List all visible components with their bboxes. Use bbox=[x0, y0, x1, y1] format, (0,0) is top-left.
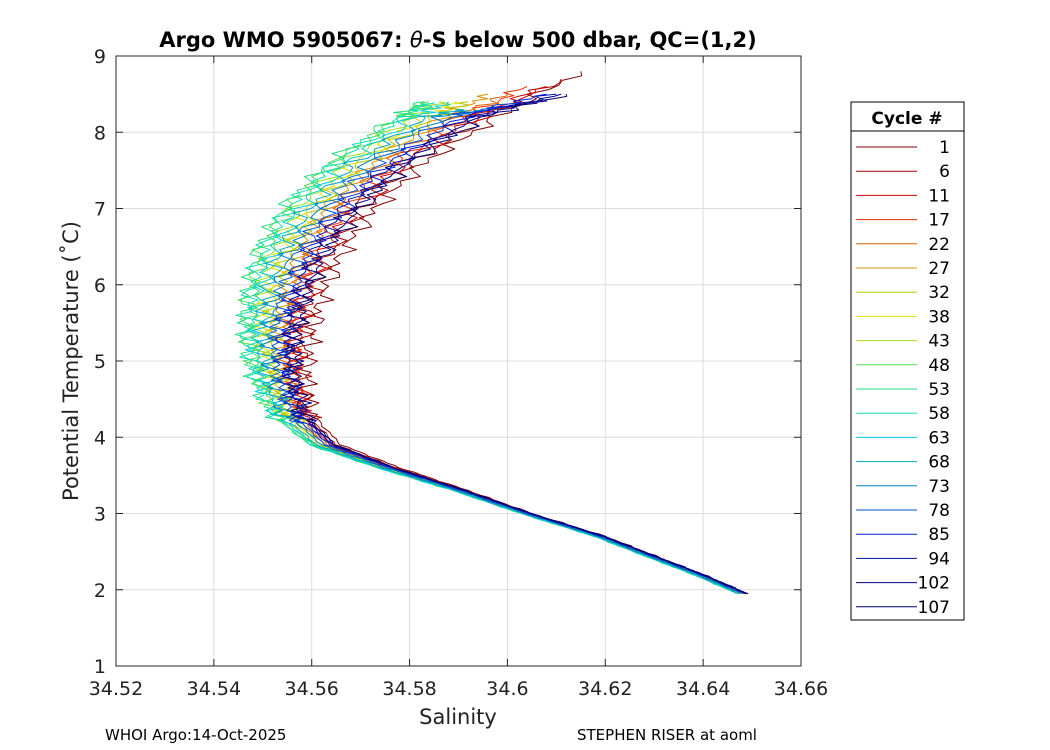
x-tick-label: 34.56 bbox=[285, 678, 339, 700]
legend: Cycle # 1 6 11 17 22 27 32 38 43 48 53 58 63 68 73 78 85… bbox=[850, 101, 965, 621]
series-line-cycle-73 bbox=[258, 109, 742, 595]
x-tick-label: 34.62 bbox=[578, 678, 632, 700]
legend-label: 1 bbox=[939, 138, 950, 158]
y-tick-label: 3 bbox=[94, 504, 106, 526]
x-tick-label: 34.58 bbox=[382, 678, 436, 700]
x-tick-label: 34.64 bbox=[676, 678, 730, 700]
y-tick-label: 7 bbox=[94, 199, 106, 221]
legend-label: 94 bbox=[928, 549, 950, 569]
series-line-cycle-63 bbox=[244, 101, 740, 595]
y-tick-label: 6 bbox=[94, 275, 106, 297]
y-tick-label: 4 bbox=[94, 427, 106, 449]
y-tick-label: 8 bbox=[94, 122, 106, 144]
y-tick-label: 9 bbox=[94, 46, 106, 68]
y-tick-label: 2 bbox=[94, 580, 106, 602]
series-lines bbox=[234, 71, 749, 595]
legend-items: 1 6 11 17 22 27 32 38 43 48 53 58 63 68 73 78 85 94 102 107 bbox=[856, 138, 950, 618]
legend-label: 11 bbox=[928, 186, 950, 206]
legend-label: 38 bbox=[928, 307, 950, 327]
legend-label: 22 bbox=[928, 235, 950, 255]
y-tick-label: 1 bbox=[94, 656, 106, 678]
x-axis-label: Salinity bbox=[419, 705, 497, 729]
legend-label: 27 bbox=[928, 259, 950, 279]
legend-label: 48 bbox=[928, 356, 950, 376]
legend-label: 53 bbox=[928, 380, 950, 400]
x-tick-label: 34.6 bbox=[486, 678, 528, 700]
legend-title: Cycle # bbox=[871, 109, 942, 129]
x-tick-label: 34.66 bbox=[774, 678, 828, 700]
legend-label: 107 bbox=[918, 598, 950, 618]
legend-box bbox=[850, 101, 965, 621]
legend-label: 58 bbox=[928, 404, 950, 424]
legend-label: 73 bbox=[928, 477, 950, 497]
legend-label: 68 bbox=[928, 453, 950, 473]
y-tick-label: 5 bbox=[94, 351, 106, 373]
footer-left: WHOI Argo:14-Oct-2025 bbox=[105, 726, 286, 744]
legend-label: 43 bbox=[928, 332, 950, 352]
axis-ticks: 34.52 34.54 34.56 34.58 34.6 34.62 34.64 34.66 1… bbox=[89, 46, 828, 700]
chart-title: Argo WMO 5905067: θ-S below 500 dbar, QC… bbox=[159, 28, 756, 52]
legend-label: 6 bbox=[939, 162, 950, 182]
legend-label: 17 bbox=[928, 211, 950, 231]
series-line-cycle-107 bbox=[283, 93, 749, 595]
x-tick-label: 34.52 bbox=[89, 678, 143, 700]
y-axis-label: Potential Temperature (˚C) bbox=[59, 221, 83, 501]
legend-label: 102 bbox=[918, 574, 950, 594]
x-tick-label: 34.54 bbox=[187, 678, 241, 700]
legend-label: 78 bbox=[928, 501, 950, 521]
legend-label: 63 bbox=[928, 428, 950, 448]
legend-label: 85 bbox=[928, 525, 950, 545]
footer-right: STEPHEN RISER at aoml bbox=[577, 726, 757, 744]
legend-label: 32 bbox=[928, 283, 950, 303]
